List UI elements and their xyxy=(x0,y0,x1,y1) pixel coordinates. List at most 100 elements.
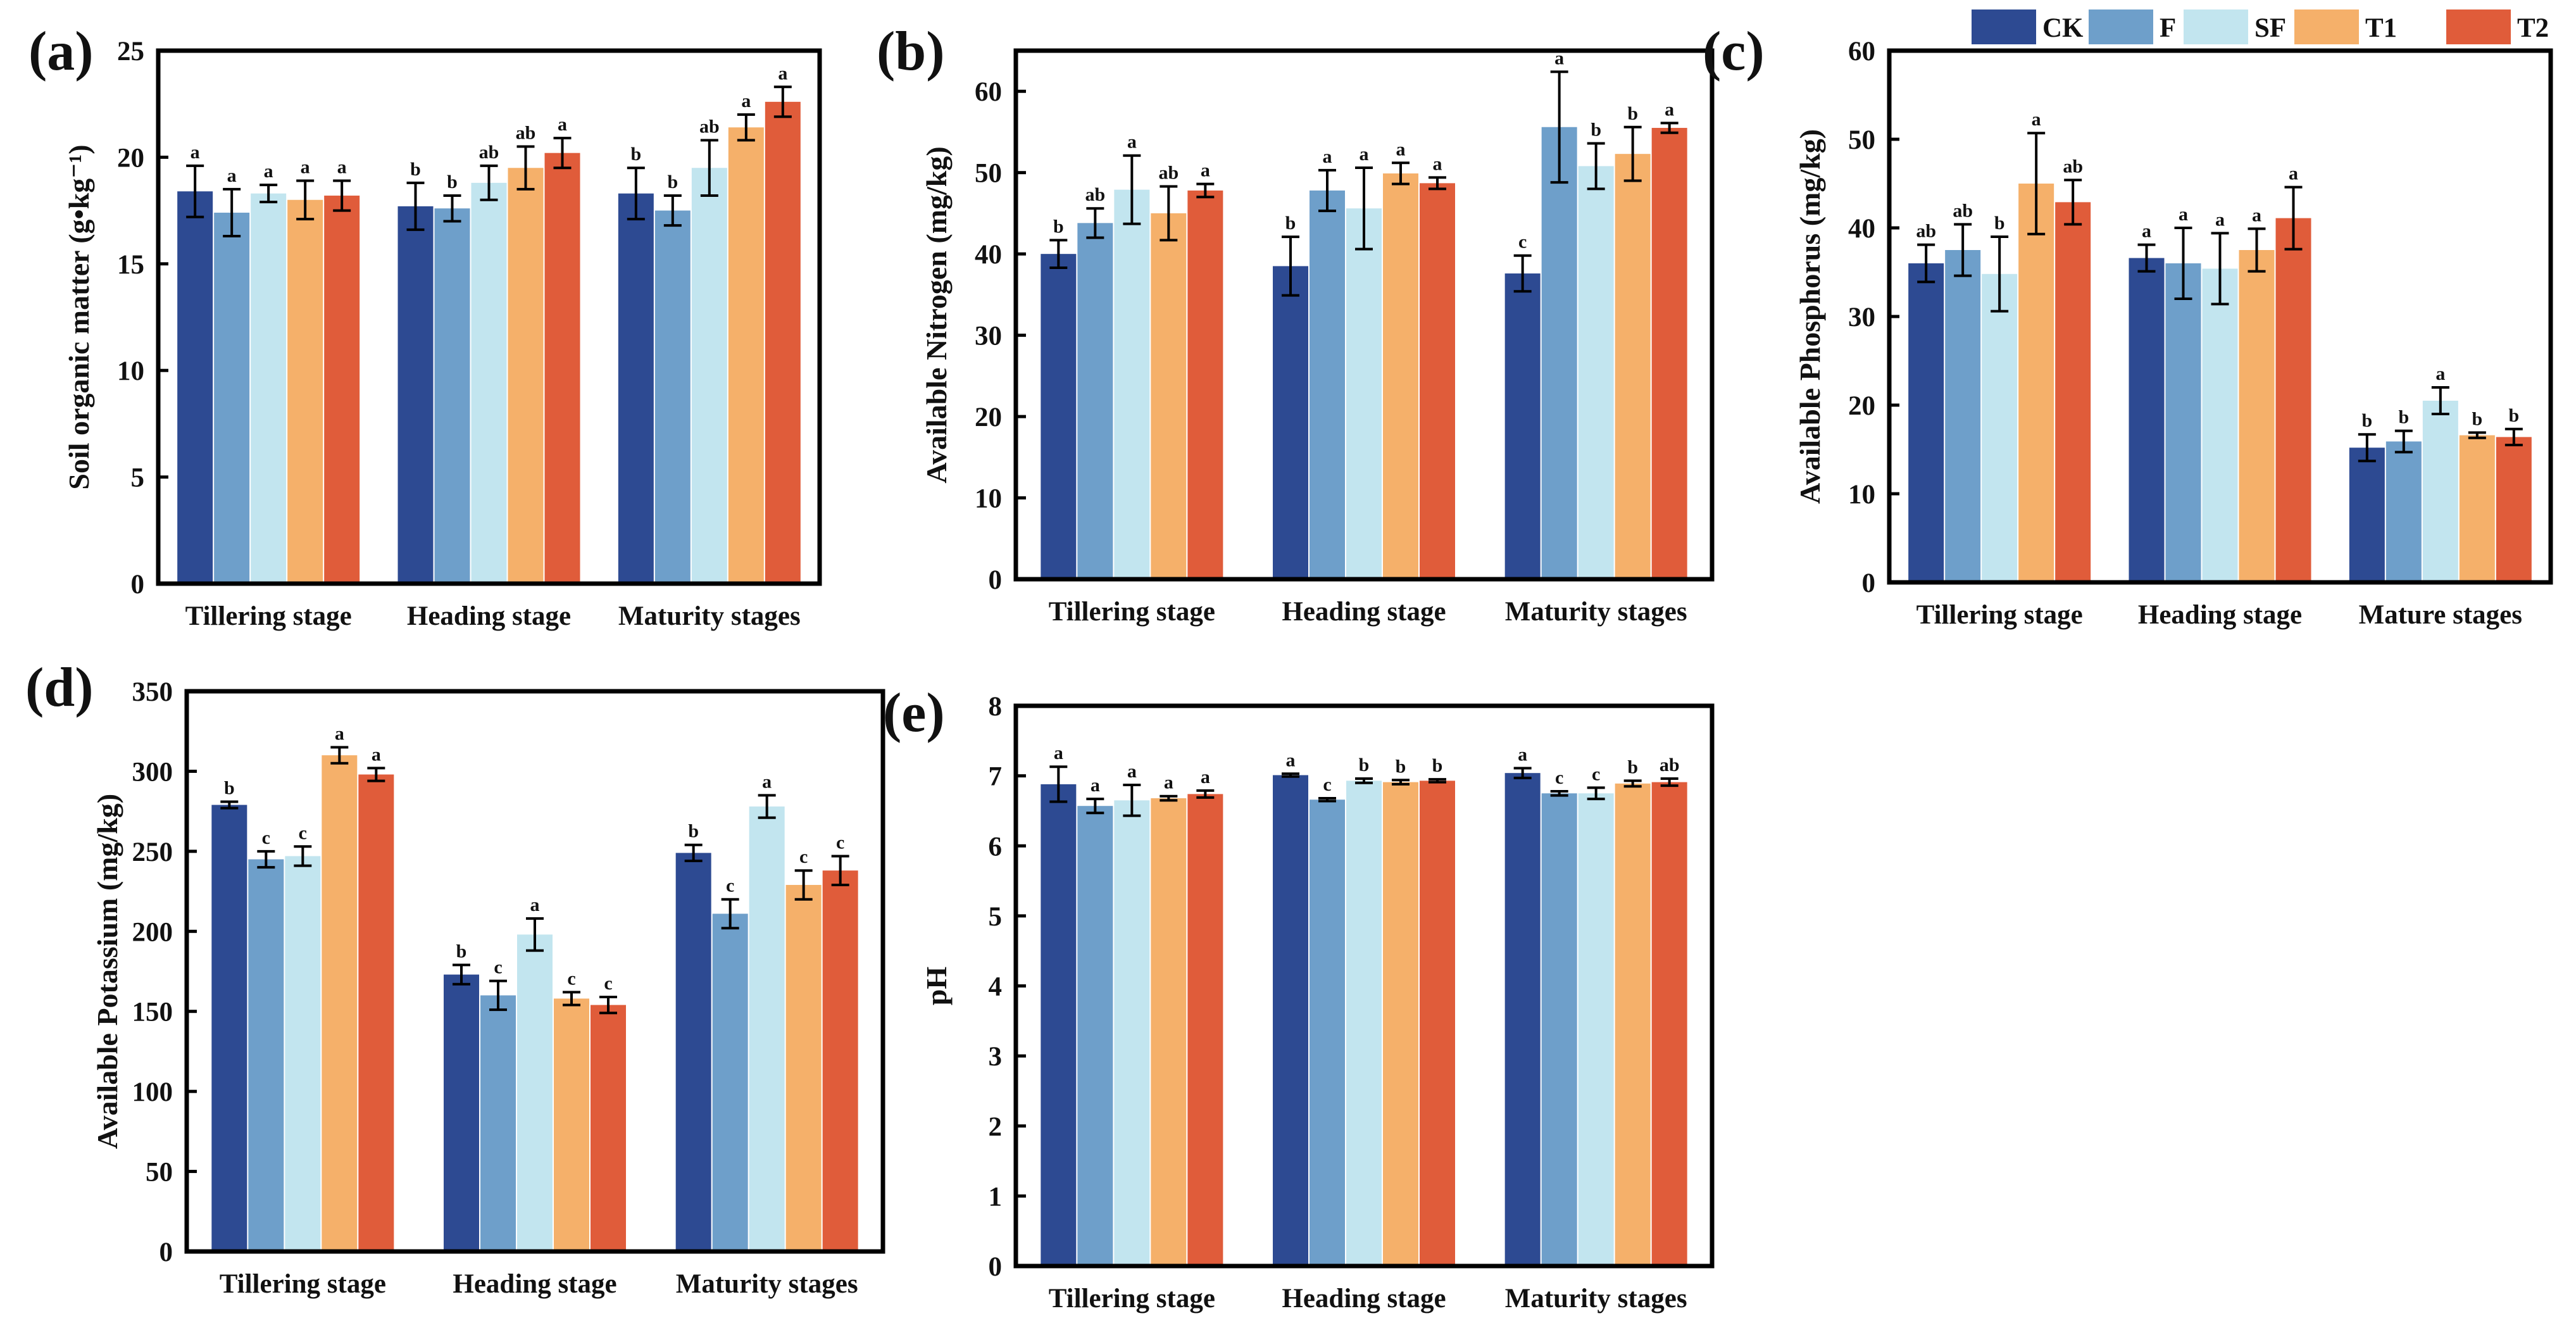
significance-letter: a xyxy=(335,724,344,744)
significance-letter: a xyxy=(2289,163,2298,184)
bar xyxy=(2422,401,2458,582)
y-tick-label: 0 xyxy=(131,570,145,599)
bar xyxy=(1541,793,1577,1266)
bar xyxy=(471,182,507,584)
legend-item-f: F xyxy=(2089,9,2176,44)
significance-letter: c xyxy=(799,846,808,867)
bar xyxy=(2239,250,2275,582)
significance-letter: c xyxy=(1323,774,1331,795)
bar xyxy=(211,805,247,1251)
bar xyxy=(2349,448,2385,582)
significance-letter: a xyxy=(778,63,787,84)
significance-letter: a xyxy=(1201,160,1210,181)
legend-swatch xyxy=(1972,9,2036,44)
bar xyxy=(1346,208,1382,579)
significance-letter: ab xyxy=(479,142,499,163)
bar xyxy=(1541,127,1577,579)
y-tick-label: 5 xyxy=(989,902,1003,932)
y-tick-label: 25 xyxy=(117,37,144,66)
bar xyxy=(248,859,284,1251)
bar xyxy=(1041,784,1077,1266)
significance-letter: b xyxy=(410,159,421,180)
legend-item-ck: CK xyxy=(1972,9,2084,44)
y-tick-label: 50 xyxy=(1848,125,1875,155)
y-tick-label: 10 xyxy=(117,356,144,386)
x-tick-label: Tillering stage xyxy=(1049,1284,1215,1314)
bar xyxy=(1420,183,1455,579)
bar xyxy=(1187,190,1223,579)
bar xyxy=(822,870,858,1251)
panel-label: (b) xyxy=(877,21,945,82)
significance-letter: a xyxy=(1396,139,1406,160)
x-tick-label: Maturity stages xyxy=(1505,1284,1687,1314)
bar xyxy=(654,210,691,584)
significance-letter: a xyxy=(1360,144,1369,165)
x-tick-label: Heading stage xyxy=(407,601,571,631)
y-tick-label: 0 xyxy=(159,1238,173,1267)
y-tick-label: 30 xyxy=(975,322,1002,351)
x-tick-label: Tillering stage xyxy=(220,1269,386,1299)
y-axis-label: Available Phosphorus (mg/kg) xyxy=(1794,129,1826,504)
bar xyxy=(287,199,323,584)
significance-letter: b xyxy=(2472,408,2482,429)
bar xyxy=(1504,273,1541,579)
bar xyxy=(2385,441,2422,582)
bar xyxy=(749,806,785,1251)
significance-letter: c xyxy=(1555,767,1563,788)
bar xyxy=(2459,435,2495,582)
significance-letter: b xyxy=(1053,216,1064,237)
y-tick-label: 6 xyxy=(989,832,1003,862)
significance-letter: b xyxy=(1627,756,1638,777)
significance-letter: a xyxy=(2179,204,2188,225)
bar xyxy=(1504,773,1541,1266)
plot-frame xyxy=(1013,703,1715,1269)
significance-letter: ab xyxy=(1158,163,1179,184)
bar xyxy=(2165,263,2201,582)
legend-swatch xyxy=(2294,9,2359,44)
y-tick-label: 30 xyxy=(1848,303,1875,332)
y-tick-label: 40 xyxy=(1848,214,1875,244)
chart-panel-4: (d) 0 50 100 150 200 250 300 350 Available Potass… xyxy=(25,657,885,1299)
bar xyxy=(324,196,360,584)
bar xyxy=(554,998,589,1251)
chart-panel-1: (a) 0 5 10 15 20 25 Soil organic matter (g•kg⁻¹… xyxy=(28,21,822,631)
significance-letter: b xyxy=(456,941,467,962)
significance-letter: a xyxy=(1127,761,1137,782)
x-tick-label: Tillering stage xyxy=(1049,597,1215,627)
significance-letter: b xyxy=(630,144,641,165)
bar xyxy=(691,168,727,584)
y-tick-label: 4 xyxy=(989,972,1003,1002)
bar xyxy=(1578,166,1614,579)
significance-letter: a xyxy=(1054,743,1063,763)
y-axis-label: Available Potassium (mg/kg) xyxy=(91,794,123,1149)
bar xyxy=(1114,800,1150,1266)
significance-letter: a xyxy=(2252,204,2261,225)
y-tick-label: 60 xyxy=(1848,37,1875,66)
significance-letter: ab xyxy=(699,116,720,137)
chart-panel-3: (c) 0 10 20 30 40 50 60 Available Phosphorus (mg… xyxy=(1703,21,2553,630)
significance-letter: a xyxy=(1286,749,1296,770)
panel-label: (c) xyxy=(1703,21,1765,82)
significance-letter: ab xyxy=(1953,200,1973,221)
bar xyxy=(1383,173,1418,579)
bar xyxy=(1041,254,1077,580)
x-tick-label: Maturity stages xyxy=(1505,597,1687,627)
significance-letter: a xyxy=(1164,772,1173,793)
y-tick-label: 10 xyxy=(1848,480,1875,510)
significance-letter: a xyxy=(191,142,200,163)
bar xyxy=(1578,793,1614,1266)
bar xyxy=(434,208,470,584)
significance-letter: b xyxy=(2361,410,2372,431)
significance-letter: a xyxy=(372,744,381,765)
x-tick-label: Maturity stages xyxy=(618,601,801,631)
bar xyxy=(728,127,764,584)
bar xyxy=(1151,798,1187,1266)
significance-letter: b xyxy=(1591,119,1601,140)
bar xyxy=(2202,268,2238,582)
bar xyxy=(480,995,516,1251)
significance-letter: a xyxy=(1091,775,1100,796)
significance-letter: c xyxy=(836,832,844,853)
significance-letter: a xyxy=(2215,209,2225,230)
significance-letter: b xyxy=(447,172,458,192)
